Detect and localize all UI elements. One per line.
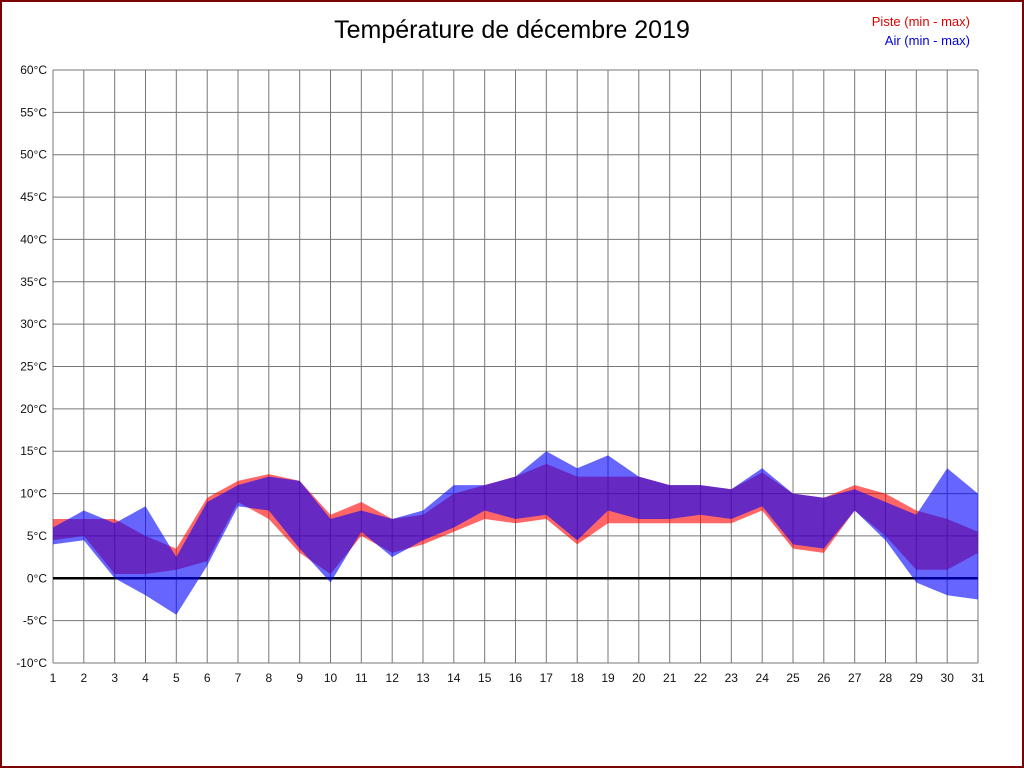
x-tick-label: 4 — [142, 671, 149, 685]
x-tick-label: 22 — [694, 671, 708, 685]
x-tick-label: 27 — [848, 671, 862, 685]
x-tick-label: 19 — [601, 671, 615, 685]
x-tick-label: 30 — [941, 671, 955, 685]
x-tick-label: 2 — [80, 671, 87, 685]
x-tick-label: 28 — [879, 671, 893, 685]
y-tick-label: 5°C — [27, 529, 47, 543]
y-tick-label: 45°C — [20, 190, 47, 204]
x-tick-label: 23 — [725, 671, 739, 685]
x-tick-label: 5 — [173, 671, 180, 685]
x-tick-label: 9 — [296, 671, 303, 685]
x-tick-label: 29 — [910, 671, 924, 685]
x-tick-label: 14 — [447, 671, 461, 685]
y-tick-label: 30°C — [20, 317, 47, 331]
y-tick-label: 20°C — [20, 402, 47, 416]
x-tick-label: 11 — [355, 671, 368, 685]
x-tick-label: 12 — [386, 671, 400, 685]
y-tick-label: 15°C — [20, 444, 47, 458]
x-tick-label: 8 — [265, 671, 272, 685]
y-tick-label: -10°C — [16, 656, 47, 670]
x-tick-label: 16 — [509, 671, 523, 685]
x-tick-label: 20 — [632, 671, 646, 685]
legend-air-label: Air (min - max) — [884, 33, 970, 48]
x-tick-label: 13 — [416, 671, 430, 685]
chart-legend: Piste (min - max) Air (min - max) — [872, 12, 970, 50]
x-tick-label: 31 — [971, 671, 985, 685]
legend-piste-label: Piste (min - max) — [871, 14, 970, 29]
chart-title: Température de décembre 2019 — [334, 16, 690, 44]
x-tick-label: 17 — [540, 671, 554, 685]
y-tick-label: 40°C — [20, 232, 47, 246]
x-tick-label: 10 — [324, 671, 338, 685]
y-tick-label: 35°C — [20, 275, 47, 289]
y-tick-label: 10°C — [20, 487, 47, 501]
y-tick-label: 50°C — [20, 148, 47, 162]
x-tick-label: 18 — [571, 671, 585, 685]
band-air — [53, 451, 978, 615]
x-tick-label: 3 — [111, 671, 118, 685]
x-tick-label: 7 — [235, 671, 242, 685]
x-tick-label: 1 — [50, 671, 57, 685]
x-tick-label: 21 — [663, 671, 677, 685]
y-tick-label: -5°C — [23, 614, 47, 628]
y-tick-label: 60°C — [20, 63, 47, 77]
y-tick-label: 55°C — [20, 105, 47, 119]
x-tick-label: 26 — [817, 671, 831, 685]
x-tick-label: 25 — [786, 671, 800, 685]
x-tick-label: 15 — [478, 671, 492, 685]
x-tick-label: 6 — [204, 671, 211, 685]
y-tick-label: 25°C — [20, 360, 47, 374]
x-tick-label: 24 — [756, 671, 770, 685]
y-tick-label: 0°C — [27, 571, 47, 585]
